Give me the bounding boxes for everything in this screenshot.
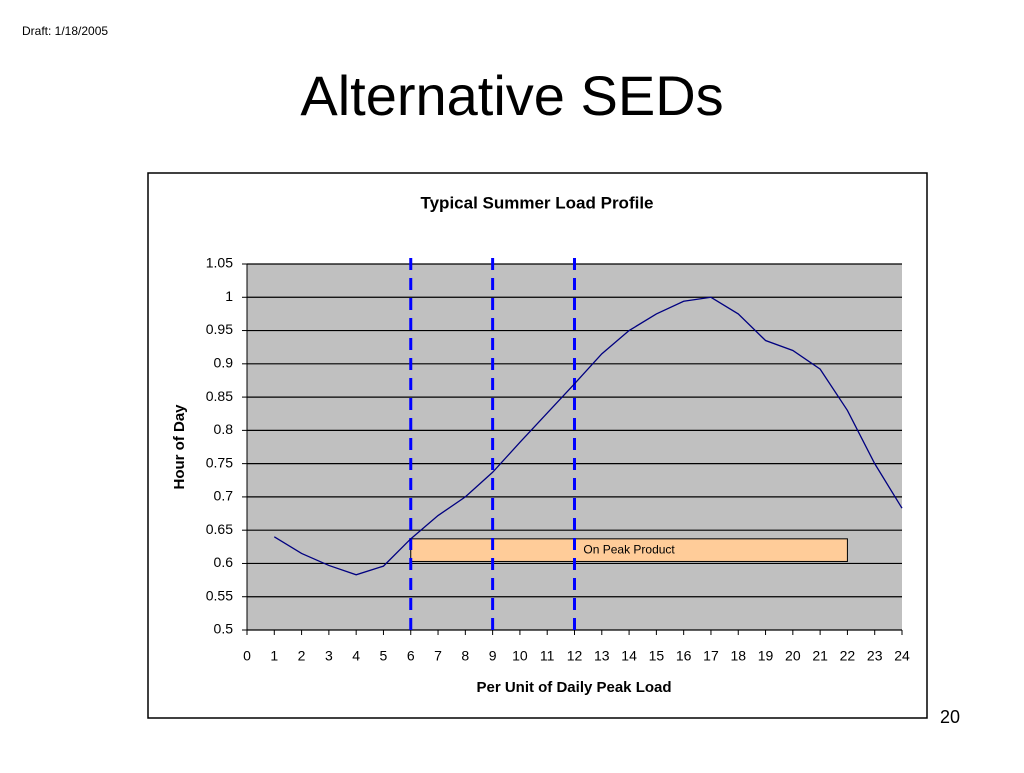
y-tick-label: 0.9 (214, 355, 234, 371)
x-tick-label: 4 (352, 648, 360, 664)
x-tick-label: 1 (270, 648, 278, 664)
x-tick-label: 15 (649, 648, 665, 664)
y-tick-label: 0.5 (214, 621, 234, 637)
y-tick-label: 1 (225, 288, 233, 304)
page-number: 20 (940, 707, 960, 727)
y-tick-label: 1.05 (206, 255, 233, 271)
x-axis-label: Per Unit of Daily Peak Load (476, 679, 671, 696)
x-tick-label: 18 (730, 648, 746, 664)
draft-label: Draft: 1/18/2005 (22, 24, 108, 38)
annotation-box (410, 538, 848, 562)
x-tick-label: 22 (840, 648, 856, 664)
y-tick-label: 0.65 (206, 521, 233, 537)
x-tick-label: 13 (594, 648, 610, 664)
slide-title: Alternative SEDs (300, 64, 723, 127)
x-tick-label: 0 (243, 648, 251, 664)
y-tick-label: 0.6 (214, 554, 234, 570)
x-tick-label: 5 (380, 648, 388, 664)
x-tick-label: 11 (540, 648, 555, 664)
y-axis-label: Hour of Day (171, 404, 188, 490)
x-tick-label: 12 (567, 648, 583, 664)
x-tick-label: 7 (434, 648, 442, 664)
y-tick-label: 0.75 (206, 454, 233, 470)
x-tick-label: 10 (512, 648, 528, 664)
x-tick-label: 23 (867, 648, 883, 664)
data-line (273, 296, 903, 576)
y-tick-label: 0.85 (206, 388, 233, 404)
annotation-text: On Peak Product (583, 542, 675, 556)
x-tick-label: 8 (461, 648, 469, 664)
x-tick-label: 19 (758, 648, 774, 664)
y-tick-label: 0.95 (206, 321, 233, 337)
x-tick-label: 14 (621, 648, 637, 664)
y-tick-label: 0.55 (206, 587, 233, 603)
x-tick-label: 2 (298, 648, 306, 664)
y-tick-label: 0.7 (214, 488, 234, 504)
x-tick-label: 20 (785, 648, 801, 664)
y-tick-label: 0.8 (214, 421, 234, 437)
x-tick-label: 24 (894, 648, 910, 664)
x-tick-label: 21 (812, 648, 828, 664)
x-tick-label: 6 (407, 648, 415, 664)
x-tick-label: 17 (703, 648, 719, 664)
x-tick-label: 3 (325, 648, 333, 664)
chart-title: Typical Summer Load Profile (420, 193, 653, 212)
x-tick-label: 16 (676, 648, 692, 664)
x-tick-label: 9 (489, 648, 497, 664)
